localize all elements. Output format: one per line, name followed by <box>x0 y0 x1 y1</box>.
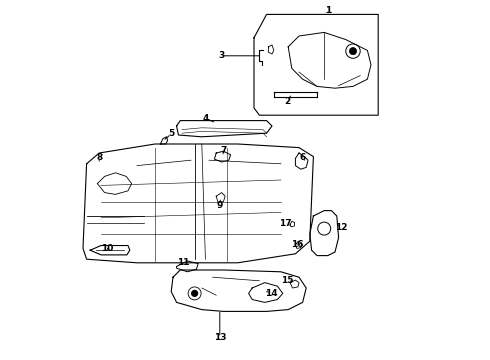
Text: 14: 14 <box>265 289 277 297</box>
Circle shape <box>349 48 357 55</box>
Text: 16: 16 <box>291 240 303 248</box>
Text: 4: 4 <box>202 114 209 122</box>
Text: 3: 3 <box>219 51 225 60</box>
Text: 1: 1 <box>325 6 331 15</box>
Text: 15: 15 <box>281 276 294 284</box>
Text: 12: 12 <box>335 223 348 232</box>
Text: 8: 8 <box>96 153 102 162</box>
Text: 10: 10 <box>101 244 114 253</box>
Text: 17: 17 <box>279 220 292 229</box>
Text: 9: 9 <box>217 201 223 210</box>
Text: 7: 7 <box>220 146 226 155</box>
Text: 5: 5 <box>168 130 174 139</box>
Text: 2: 2 <box>284 97 291 106</box>
Text: 6: 6 <box>299 153 306 162</box>
Text: 13: 13 <box>214 333 226 342</box>
Circle shape <box>192 291 197 296</box>
Text: 11: 11 <box>177 258 189 266</box>
